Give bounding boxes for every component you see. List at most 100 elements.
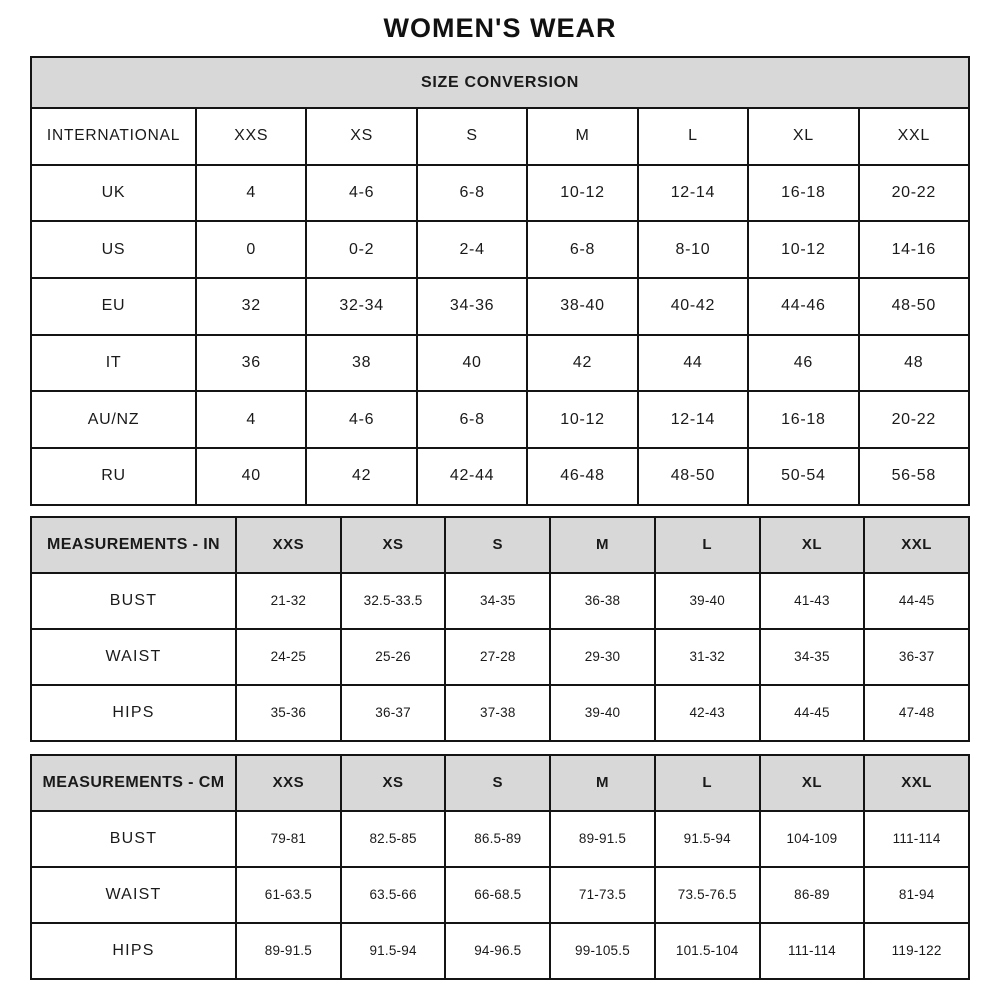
size-value-cell: 82.5-85 [341, 811, 445, 866]
size-value-cell: 46 [749, 335, 858, 391]
size-value-cell: 4-6 [307, 165, 416, 221]
size-value-cell: 61-63.5 [237, 867, 340, 922]
size-column-header-xs: XS [307, 109, 416, 164]
size-value-cell: 99-105.5 [551, 923, 654, 978]
size-value-cell: 34-35 [760, 629, 864, 684]
size-value-cell: 25-26 [341, 629, 445, 684]
size-value-cell: 71-73.5 [551, 867, 654, 922]
row-label: BUST [32, 573, 235, 628]
size-column-header-xxs: XXS [237, 517, 340, 572]
size-value-cell: 73.5-76.5 [655, 867, 759, 922]
size-value-cell: 34-36 [417, 279, 527, 334]
size-value-cell: 42-44 [417, 449, 527, 504]
measurements-cm-table: MEASUREMENTS - CM XXS XS S M L XL XXL BUST 79-81 8… [30, 753, 970, 980]
size-value-cell: 44-46 [749, 279, 858, 334]
size-value-cell: 63.5-66 [341, 867, 445, 922]
row-label: US [32, 222, 195, 278]
size-value-cell: 66-68.5 [446, 867, 550, 922]
size-value-cell: 6-8 [528, 222, 637, 278]
size-column-header-xxs: XXS [237, 755, 340, 810]
size-column-header-m: M [551, 755, 654, 810]
size-value-cell: 4 [197, 165, 306, 221]
size-value-cell: 0-2 [307, 222, 416, 278]
size-value-cell: 36 [197, 335, 306, 391]
size-value-cell: 29-30 [551, 629, 654, 684]
table-spacer [0, 506, 1000, 516]
size-value-cell: 10-12 [528, 165, 637, 221]
size-value-cell: 40 [417, 335, 527, 391]
size-value-cell: 37-38 [446, 685, 550, 740]
size-column-header-xs: XS [341, 517, 445, 572]
size-value-cell: 44-45 [760, 685, 864, 740]
row-label: AU/NZ [32, 392, 195, 448]
size-conversion-table: SIZE CONVERSION INTERNATIONAL XXS XS S M L XL XX… [30, 56, 970, 506]
table-title: SIZE CONVERSION [32, 58, 968, 107]
size-value-cell: 89-91.5 [551, 811, 654, 866]
size-column-header-xxs: XXS [197, 109, 306, 164]
size-value-cell: 32-34 [307, 279, 416, 334]
size-value-cell: 2-4 [417, 222, 527, 278]
size-value-cell: 36-38 [551, 573, 654, 628]
size-value-cell: 94-96.5 [446, 923, 550, 978]
size-column-header-s: S [446, 755, 550, 810]
row-label: BUST [32, 811, 235, 866]
page-title: WOMEN'S WEAR [383, 12, 617, 43]
size-value-cell: 38-40 [528, 279, 637, 334]
size-value-cell: 89-91.5 [237, 923, 340, 978]
size-column-header-xs: XS [341, 755, 445, 810]
size-column-header-s: S [446, 517, 550, 572]
size-value-cell: 101.5-104 [655, 923, 759, 978]
size-value-cell: 12-14 [638, 392, 748, 448]
size-value-cell: 41-43 [760, 573, 864, 628]
corner-label: MEASUREMENTS - IN [32, 517, 235, 572]
size-value-cell: 12-14 [638, 165, 748, 221]
size-column-header-l: L [638, 109, 748, 164]
size-value-cell: 44 [638, 335, 748, 391]
size-value-cell: 10-12 [528, 392, 637, 448]
row-label: IT [32, 335, 195, 391]
size-value-cell: 38 [307, 335, 416, 391]
measurements-inches-table: MEASUREMENTS - IN XXS XS S M L XL XXL BUST 21-32 3… [30, 515, 970, 742]
row-label: HIPS [32, 923, 235, 978]
table-spacer [0, 742, 1000, 754]
size-value-cell: 111-114 [865, 811, 968, 866]
size-value-cell: 39-40 [551, 685, 654, 740]
size-value-cell: 56-58 [859, 449, 968, 504]
size-value-cell: 86.5-89 [446, 811, 550, 866]
row-label: UK [32, 165, 195, 221]
size-value-cell: 8-10 [638, 222, 748, 278]
size-value-cell: 39-40 [655, 573, 759, 628]
size-value-cell: 34-35 [446, 573, 550, 628]
size-value-cell: 111-114 [760, 923, 864, 978]
size-column-header-m: M [528, 109, 637, 164]
size-value-cell: 44-45 [865, 573, 968, 628]
size-value-cell: 4 [197, 392, 306, 448]
size-column-header-xl: XL [749, 109, 858, 164]
size-column-header-l: L [655, 755, 759, 810]
size-value-cell: 21-32 [237, 573, 340, 628]
size-value-cell: 27-28 [446, 629, 550, 684]
corner-label: MEASUREMENTS - CM [32, 755, 235, 810]
size-value-cell: 32 [197, 279, 306, 334]
size-column-header-xxl: XXL [865, 755, 968, 810]
size-value-cell: 6-8 [417, 165, 527, 221]
size-value-cell: 0 [197, 222, 306, 278]
size-value-cell: 20-22 [859, 392, 968, 448]
size-column-header-xl: XL [760, 517, 864, 572]
size-column-header-xl: XL [760, 755, 864, 810]
size-value-cell: 20-22 [859, 165, 968, 221]
size-value-cell: 4-6 [307, 392, 416, 448]
size-value-cell: 79-81 [237, 811, 340, 866]
row-label: WAIST [32, 867, 235, 922]
size-value-cell: 48-50 [638, 449, 748, 504]
row-label: HIPS [32, 685, 235, 740]
size-value-cell: 32.5-33.5 [341, 573, 445, 628]
size-value-cell: 16-18 [749, 165, 858, 221]
size-value-cell: 40 [197, 449, 306, 504]
size-value-cell: 50-54 [749, 449, 858, 504]
size-value-cell: 16-18 [749, 392, 858, 448]
size-value-cell: 42 [307, 449, 416, 504]
size-value-cell: 36-37 [865, 629, 968, 684]
size-value-cell: 86-89 [760, 867, 864, 922]
